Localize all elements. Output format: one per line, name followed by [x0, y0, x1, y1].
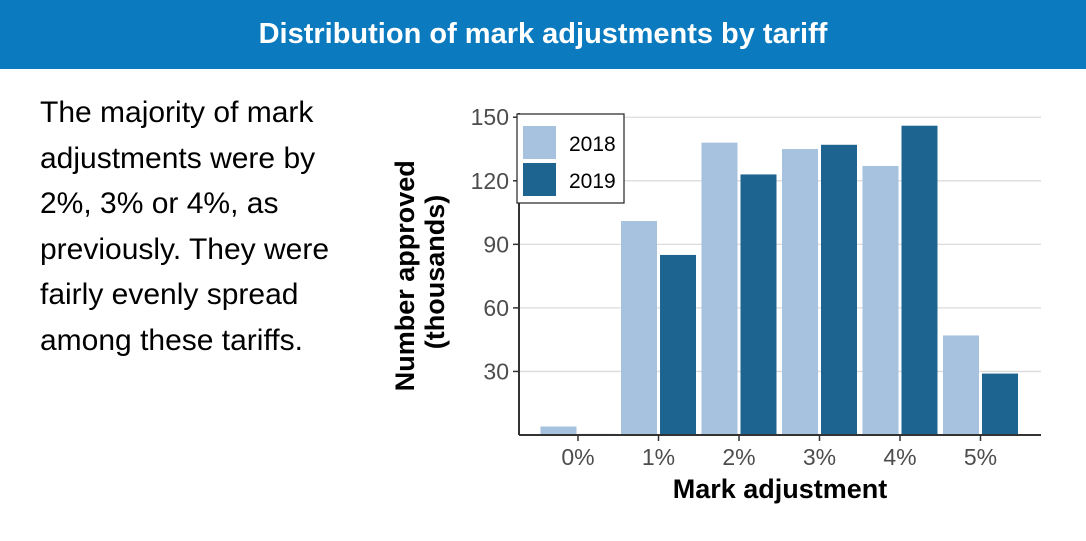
y-tick-label: 120 [471, 168, 509, 194]
x-tick-label: 2% [722, 444, 755, 470]
legend-swatch-2018 [523, 126, 556, 159]
x-tick-label: 4% [883, 444, 916, 470]
y-tick-labels: 30 60 90 120 150 [471, 104, 519, 384]
y-tick-label: 90 [483, 231, 509, 257]
x-tick-labels: 0% 1% 2% 3% 4% 5% [561, 435, 997, 470]
bar-2018-2% [701, 142, 738, 435]
bar-2019-4% [901, 125, 938, 436]
legend-swatch-2019 [523, 163, 556, 196]
legend-label: 2018 [569, 133, 616, 156]
bar-2019-5% [982, 373, 1018, 435]
x-tick-label: 3% [803, 444, 836, 470]
bar-2019-1% [660, 254, 696, 435]
bar-2018-4% [862, 165, 899, 436]
x-axis-label: Mark adjustment [673, 474, 888, 504]
bars [540, 125, 1018, 436]
bar-2018-0% [540, 426, 577, 435]
y-axis-label-line-1: Number approved [390, 160, 420, 391]
bar-2018-5% [943, 335, 979, 435]
y-tick-label: 150 [471, 104, 509, 130]
bar-2018-1% [621, 221, 657, 435]
y-tick-label: 30 [483, 358, 509, 384]
legend-label: 2019 [569, 170, 616, 193]
y-tick-label: 60 [483, 295, 509, 321]
slide-body-text: The majority of mark adjustments were by… [40, 96, 330, 357]
bar-2018-3% [782, 149, 818, 435]
x-tick-label: 1% [642, 444, 675, 470]
x-tick-label: 5% [964, 444, 997, 470]
bar-2019-2% [740, 174, 777, 435]
y-axis-label: Number approved (thousands) [390, 153, 450, 392]
legend: 2018 2019 [516, 113, 625, 204]
y-axis-label-line-2: (thousands) [420, 195, 450, 350]
x-tick-label: 0% [561, 444, 594, 470]
slide-title: Distribution of mark adjustments by tari… [0, 0, 1086, 69]
bar-2019-3% [821, 144, 857, 436]
